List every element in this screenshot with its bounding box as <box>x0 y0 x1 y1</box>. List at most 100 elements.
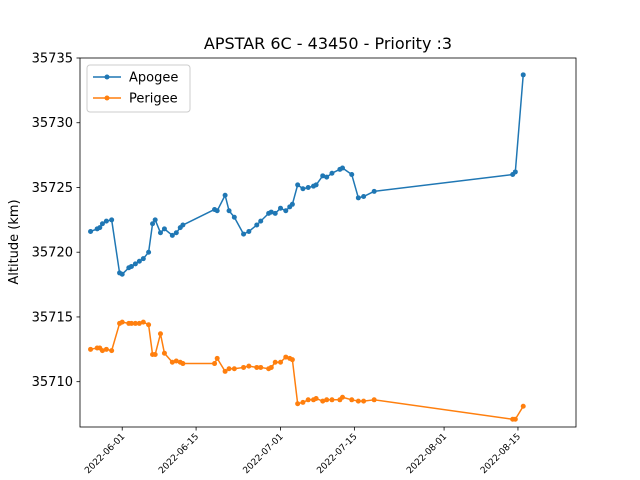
legend-marker-perigee <box>104 95 110 101</box>
data-point-perigee-19 <box>173 358 179 364</box>
data-point-perigee-28 <box>246 363 252 369</box>
data-point-perigee-18 <box>169 359 175 365</box>
data-point-apogee-40 <box>305 184 311 190</box>
data-point-apogee-17 <box>161 226 167 232</box>
data-point-perigee-29 <box>254 364 260 370</box>
y-axis-label: Altitude (km) <box>7 199 22 284</box>
data-point-apogee-18 <box>169 232 175 238</box>
axes-layer: 35710 35715 35720 35725 35730 35735 2022-06-01… <box>32 52 577 476</box>
y-tick-label-3: 35725 <box>32 181 73 196</box>
data-point-apogee-16 <box>157 230 163 236</box>
plot-frame <box>79 57 577 428</box>
data-point-perigee-32 <box>268 364 274 370</box>
data-point-apogee-12 <box>140 256 146 262</box>
data-point-perigee-10 <box>132 320 138 326</box>
data-point-perigee-17 <box>161 350 167 356</box>
y-tick-label-4: 35730 <box>32 116 73 131</box>
data-point-perigee-49 <box>355 398 361 404</box>
data-point-apogee-10 <box>132 261 138 267</box>
data-point-apogee-0 <box>88 228 94 234</box>
data-point-apogee-27 <box>241 231 247 237</box>
data-point-apogee-2 <box>97 225 103 231</box>
data-point-apogee-4 <box>103 218 109 224</box>
data-point-perigee-48 <box>349 397 355 403</box>
data-point-perigee-23 <box>214 355 220 361</box>
data-point-apogee-53 <box>512 169 518 175</box>
chart-title: APSTAR 6C - 43450 - Priority :3 <box>204 34 452 53</box>
legend-label-apogee: Apogee <box>129 71 178 86</box>
data-point-perigee-3 <box>99 348 105 354</box>
data-point-apogee-43 <box>320 173 326 179</box>
data-point-apogee-34 <box>278 205 284 211</box>
data-point-perigee-38 <box>295 401 301 407</box>
data-point-apogee-5 <box>109 217 115 223</box>
data-point-apogee-35 <box>283 208 289 214</box>
data-point-perigee-39 <box>300 399 306 405</box>
data-point-perigee-4 <box>103 346 109 352</box>
data-point-perigee-15 <box>152 351 158 357</box>
data-point-perigee-12 <box>140 319 146 325</box>
data-point-perigee-27 <box>241 364 247 370</box>
data-point-apogee-30 <box>258 218 264 224</box>
data-point-perigee-34 <box>278 359 284 365</box>
data-point-perigee-22 <box>212 361 218 367</box>
x-tick-label-0: 2022-06-01 <box>83 432 127 476</box>
data-point-apogee-29 <box>254 222 260 228</box>
data-point-perigee-0 <box>88 346 94 352</box>
legend: Apogee Perigee <box>86 64 191 113</box>
data-point-perigee-40 <box>305 397 311 403</box>
data-point-perigee-43 <box>320 398 326 404</box>
data-point-perigee-30 <box>258 364 264 370</box>
data-point-apogee-54 <box>520 72 526 78</box>
y-tick-label-2: 35720 <box>32 246 73 261</box>
data-point-apogee-13 <box>146 249 152 255</box>
x-tick-label-5: 2022-08-15 <box>479 432 523 476</box>
data-point-perigee-21 <box>180 361 186 367</box>
data-point-perigee-50 <box>361 398 367 404</box>
data-point-apogee-45 <box>329 170 335 176</box>
data-point-apogee-3 <box>99 221 105 227</box>
data-point-apogee-51 <box>371 188 377 194</box>
x-tick-label-1: 2022-06-15 <box>157 432 201 476</box>
data-point-perigee-54 <box>520 403 526 409</box>
data-point-perigee-47 <box>340 394 346 400</box>
data-point-apogee-32 <box>268 209 274 215</box>
series-line-perigee <box>90 321 524 420</box>
data-point-apogee-33 <box>272 210 278 216</box>
data-point-perigee-16 <box>157 331 163 337</box>
data-point-apogee-44 <box>324 174 330 180</box>
data-point-perigee-25 <box>226 366 232 372</box>
data-point-apogee-25 <box>226 208 232 214</box>
data-point-perigee-26 <box>231 366 237 372</box>
data-point-apogee-50 <box>361 194 367 200</box>
x-tick-label-2: 2022-07-01 <box>242 432 286 476</box>
data-point-apogee-42 <box>313 182 319 188</box>
data-point-apogee-26 <box>231 214 237 220</box>
data-point-perigee-24 <box>222 368 228 374</box>
data-point-apogee-28 <box>246 228 252 234</box>
data-point-perigee-45 <box>329 397 335 403</box>
data-point-perigee-33 <box>272 359 278 365</box>
data-point-apogee-24 <box>222 192 228 198</box>
data-point-apogee-11 <box>136 258 142 264</box>
data-point-apogee-7 <box>119 271 125 277</box>
data-point-perigee-37 <box>289 357 295 363</box>
data-point-apogee-21 <box>180 222 186 228</box>
data-point-apogee-39 <box>300 186 306 192</box>
data-point-apogee-38 <box>295 182 301 188</box>
data-point-perigee-51 <box>371 397 377 403</box>
x-tick-label-4: 2022-08-01 <box>405 432 449 476</box>
y-tick-label-0: 35710 <box>32 375 73 390</box>
data-point-perigee-9 <box>128 320 134 326</box>
data-point-perigee-42 <box>313 396 319 402</box>
data-point-apogee-9 <box>128 263 134 269</box>
data-point-perigee-53 <box>512 416 518 422</box>
data-point-apogee-19 <box>173 230 179 236</box>
data-point-apogee-15 <box>152 217 158 223</box>
data-point-apogee-14 <box>150 221 156 227</box>
data-point-perigee-11 <box>136 320 142 326</box>
data-point-perigee-13 <box>146 322 152 328</box>
data-point-apogee-23 <box>214 208 220 214</box>
y-tick-label-5: 35735 <box>32 52 73 67</box>
